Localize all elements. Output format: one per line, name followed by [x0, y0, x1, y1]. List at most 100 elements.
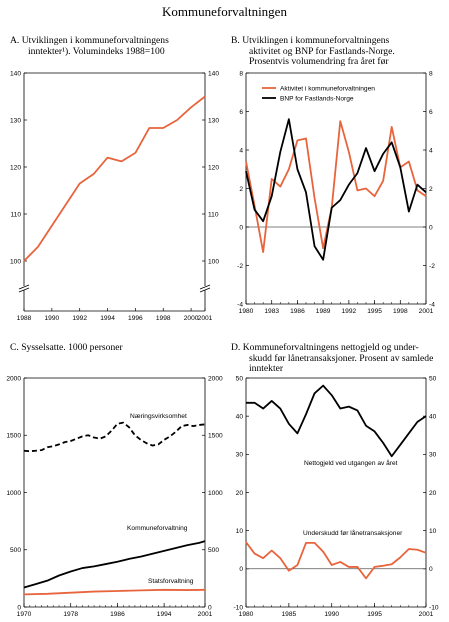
panel-d-title-line-1: D. Kommuneforvaltningens nettogjeld og u… — [231, 342, 419, 353]
panel-b-plot — [245, 72, 427, 305]
panel-d-series-1-line — [245, 541, 427, 580]
panel-b-xtick-label-0: 1980 — [239, 308, 254, 315]
panel-a-xtick-label-4: 1996 — [128, 315, 143, 322]
panel-d-ytick-label-right-4: 10 — [429, 528, 437, 535]
panel-a-plot — [18, 72, 211, 312]
panel-d-ytick-label-left-5: 0 — [239, 566, 243, 573]
panel-d-label-nettogjeld: Nettogjeld ved utgangen av året — [304, 459, 398, 467]
panel-d-ytick-label-right-0: 50 — [429, 375, 437, 382]
panel-a-ytick-label-left-0: 140 — [10, 70, 21, 77]
page-title: Kommuneforvaltningen — [162, 4, 287, 19]
panel-d-xtick-label-2: 1990 — [324, 611, 339, 618]
panel-b-ytick-label-left-2: 4 — [239, 147, 243, 154]
panel-d-ytick-label-right-5: 0 — [429, 566, 433, 573]
panel-a-ytick-label-left-4: 100 — [10, 258, 21, 265]
panel-b-xtick-label-3: 1989 — [316, 308, 331, 315]
panel-c-label-naeringsvirksomhet: Næringsvirksomhet — [130, 413, 187, 420]
panel-b-xtick-label-5: 1995 — [367, 308, 382, 315]
panel-c-label-kommuneforvaltning: Kommuneforvaltning — [127, 525, 188, 532]
panel-c-plot — [23, 377, 206, 608]
panel-d-label-underskudd: Underskudd før lånetransaksjoner — [303, 529, 403, 537]
panel-a-ytick-label-left-2: 120 — [10, 164, 21, 171]
panel-a-xtick-label-7: 2001 — [198, 315, 213, 322]
panel-d-ytick-label-right-1: 40 — [429, 413, 437, 420]
panel-d-ytick-label-left-4: 10 — [236, 528, 244, 535]
panel-b-ytick-label-left-1: 6 — [239, 109, 243, 116]
panel-c-ytick-label-left-1: 1500 — [6, 433, 21, 440]
panel-c-xtick-label-0: 1970 — [17, 611, 32, 618]
panel-d-ytick-label-right-2: 30 — [429, 452, 437, 459]
panel-b-series-0-line — [245, 120, 427, 253]
panel-c-title: C. Sysselsatte. 1000 personer — [10, 342, 123, 354]
panel-a-axis-break-mark-a-0 — [18, 284, 30, 290]
panel-a-ytick-label-right-3: 110 — [208, 211, 219, 218]
panel-b-xtick-label-2: 1986 — [290, 308, 305, 315]
panel-c-ytick-label-right-2: 1000 — [208, 490, 223, 497]
panel-c-xtick-label-1: 1978 — [63, 611, 78, 618]
panel-b-xtick-label-4: 1992 — [342, 308, 357, 315]
panel-a-xtick-label-2: 1992 — [72, 315, 87, 322]
panel-c-ytick-label-right-4: 0 — [208, 604, 212, 611]
panel-a-title-line-2: inntekter¹). Volumindeks 1988=100 — [28, 45, 165, 57]
panel-b-title-line-3: Prosentvis volumendring fra året før — [249, 56, 389, 68]
panel-b-ytick-label-right-4: 0 — [429, 224, 433, 231]
panel-a-xtick-label-1: 1990 — [45, 315, 60, 322]
panel-b-ytick-label-right-6: -4 — [429, 301, 435, 308]
panel-b-ytick-label-left-6: -4 — [237, 301, 243, 308]
panel-a-axis-break-mark-b-1 — [199, 287, 211, 293]
panel-a-xtick-label-6: 2000 — [184, 315, 199, 322]
panel-c-ytick-label-left-3: 500 — [10, 547, 21, 554]
panel-b-ytick-label-right-2: 4 — [429, 147, 433, 154]
panel-b-ytick-label-left-4: 0 — [239, 224, 243, 231]
panel-d-ytick-label-left-3: 20 — [236, 490, 244, 497]
panel-c-ytick-label-right-0: 2000 — [208, 375, 223, 382]
panel-a-ytick-label-right-0: 140 — [208, 70, 219, 77]
panel-d-xtick-label-0: 1980 — [239, 611, 254, 618]
panel-c-series-2-line — [23, 588, 206, 596]
panel-d-ytick-label-right-6: -10 — [429, 604, 439, 611]
panel-c-ytick-label-left-2: 1000 — [6, 490, 21, 497]
panel-d-title: D. Kommuneforvaltningens nettogjeld og u… — [231, 342, 434, 375]
panel-b-legend-label-0: Aktivitet i kommuneforvaltningen — [280, 85, 375, 92]
panel-c-title-line-1: C. Sysselsatte. 1000 personer — [10, 342, 123, 353]
panel-a-ytick-label-right-2: 120 — [208, 164, 219, 171]
panel-a-xtick-label-5: 1998 — [156, 315, 171, 322]
panel-d-title-line-2: skudd før lånetransaksjoner. Prosent av … — [249, 352, 434, 364]
panel-c-xtick-label-4: 2001 — [198, 611, 213, 618]
panel-b-legend-label-1: BNP for Fastlands-Norge — [280, 95, 354, 102]
panel-c-ytick-label-right-3: 500 — [208, 547, 219, 554]
panel-c-ytick-label-right-1: 1500 — [208, 433, 223, 440]
panel-a-series-0-line — [23, 95, 206, 262]
panel-a-ytick-label-right-4: 100 — [208, 258, 219, 265]
panel-b-ytick-label-right-3: 2 — [429, 186, 433, 193]
panel-b-xtick-label-1: 1983 — [264, 308, 279, 315]
panel-a-axis-break-mark-b-0 — [18, 287, 30, 293]
panel-b-title-line-1: B. Utviklingen i kommuneforvaltningens — [231, 35, 390, 46]
panel-a-xtick-label-3: 1994 — [100, 315, 115, 322]
panel-b-title: B. Utviklingen i kommuneforvaltningens a… — [231, 35, 395, 68]
panel-b-series-1-line — [245, 118, 427, 261]
panel-d-xtick-label-1: 1985 — [282, 611, 297, 618]
panel-a-axis-break-mark-a-1 — [199, 284, 211, 290]
panel-b-xtick-label-6: 1998 — [393, 308, 408, 315]
panel-b-ytick-label-right-0: 8 — [429, 70, 433, 77]
panel-c-ytick-label-left-0: 2000 — [6, 375, 21, 382]
panel-d-ytick-label-left-1: 40 — [236, 413, 244, 420]
panel-d-ytick-label-right-3: 20 — [429, 490, 437, 497]
panel-b-ytick-label-right-1: 6 — [429, 109, 433, 116]
panel-c-xtick-label-3: 1994 — [157, 611, 172, 618]
panel-c-xtick-label-2: 1986 — [110, 611, 125, 618]
panel-a-axis-break-gap-0 — [20, 286, 28, 290]
panel-d-ytick-label-left-6: -10 — [233, 604, 243, 611]
panel-a-ytick-label-right-1: 130 — [208, 117, 219, 124]
panel-b-title-line-2: aktivitet og BNP for Fastlands-Norge. — [249, 45, 395, 57]
panel-b-xtick-label-7: 2001 — [419, 308, 434, 315]
panel-d-xtick-label-4: 2001 — [419, 611, 434, 618]
panel-b-ytick-label-left-5: -2 — [237, 263, 243, 270]
panel-b-ytick-label-left-3: 2 — [239, 186, 243, 193]
panel-d-series-0-line — [246, 384, 427, 458]
panel-c-series-1-line — [23, 540, 206, 589]
panel-a-axis-break-gap-1 — [201, 286, 209, 290]
panel-c-ytick-label-left-4: 0 — [17, 604, 21, 611]
